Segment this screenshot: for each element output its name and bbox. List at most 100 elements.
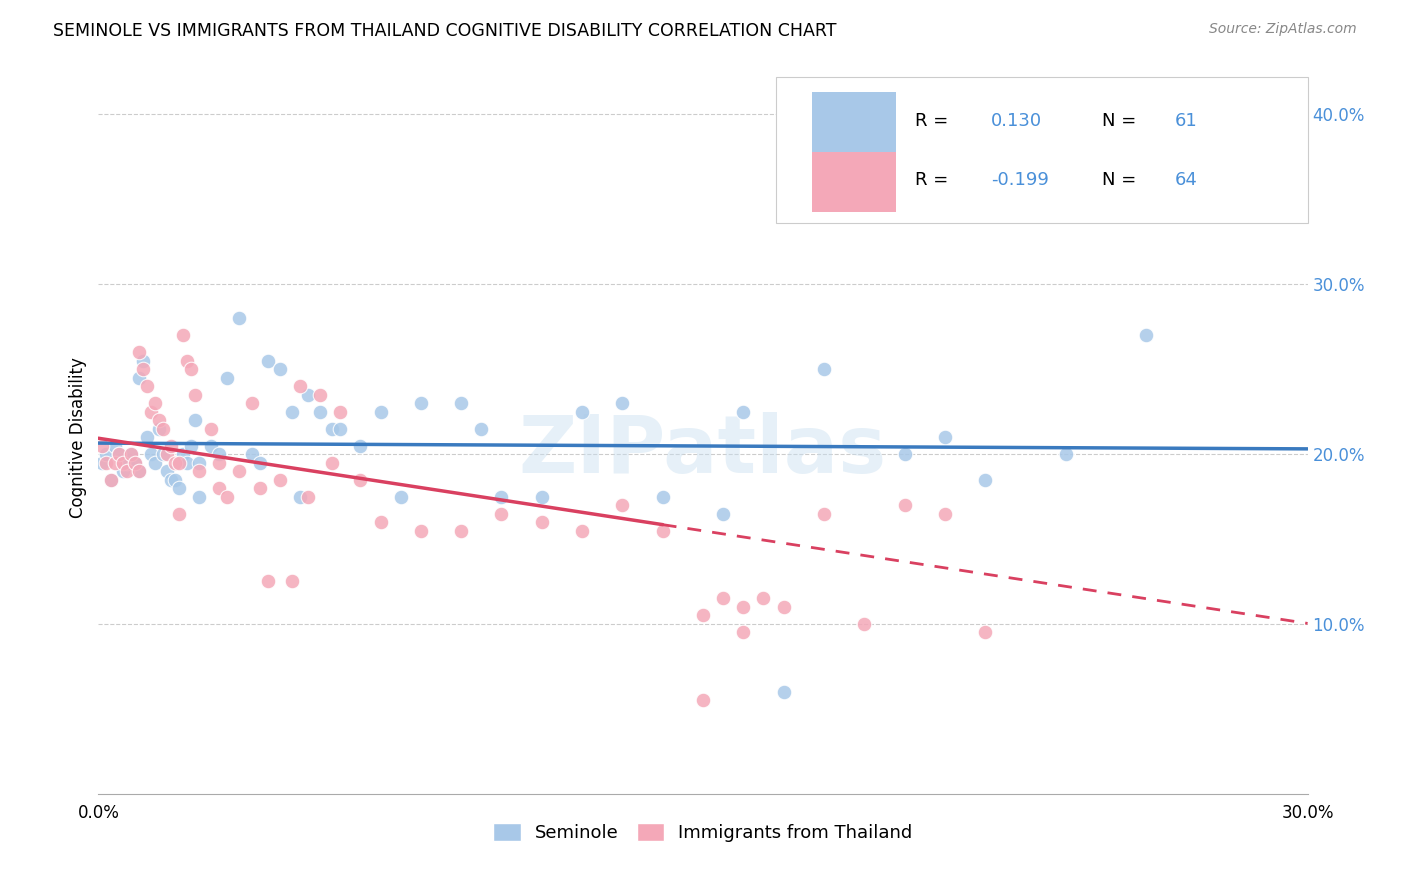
Point (571, 404, 593, 418)
Point (176, 456, 198, 470)
Point (450, 396, 472, 410)
Point (128, 345, 150, 359)
Point (269, 362, 291, 376)
Point (612, 396, 634, 410)
Text: R =: R = (915, 171, 953, 189)
Point (167, 481, 190, 495)
Point (349, 473, 371, 487)
Point (152, 421, 174, 435)
Point (148, 413, 170, 427)
Point (188, 464, 211, 478)
Point (200, 421, 222, 435)
Point (370, 404, 392, 418)
Text: N =: N = (1102, 171, 1142, 189)
Text: ZIPatlas: ZIPatlas (519, 412, 887, 491)
Point (91, 439, 114, 453)
Point (217, 370, 239, 384)
Point (96, 447, 118, 461)
Point (349, 439, 371, 453)
Point (612, 498, 634, 512)
Point (200, 439, 222, 453)
Text: Source: ZipAtlas.com: Source: ZipAtlas.com (1209, 22, 1357, 37)
Point (160, 439, 183, 453)
Point (470, 421, 492, 435)
Point (107, 447, 129, 461)
Point (530, 515, 553, 529)
Point (711, 507, 734, 521)
Point (389, 490, 412, 504)
Point (281, 404, 304, 418)
Point (156, 464, 179, 478)
Point (228, 311, 250, 326)
Point (120, 447, 142, 461)
Point (107, 447, 129, 461)
Point (188, 456, 211, 470)
Point (100, 473, 122, 487)
Point (893, 447, 915, 461)
Point (1135, 328, 1157, 343)
Point (281, 574, 304, 589)
Point (813, 507, 835, 521)
Point (128, 464, 150, 478)
Point (172, 328, 194, 343)
Point (249, 481, 271, 495)
FancyBboxPatch shape (776, 77, 1308, 223)
Point (309, 387, 332, 401)
Point (124, 456, 146, 470)
Text: N =: N = (1102, 112, 1142, 130)
Point (853, 617, 876, 632)
Point (115, 464, 138, 478)
Point (1014, 150, 1036, 164)
Point (329, 421, 352, 435)
Point (208, 481, 231, 495)
Point (139, 447, 162, 461)
Point (135, 430, 157, 444)
Point (143, 456, 166, 470)
Point (1054, 447, 1077, 461)
Point (321, 421, 343, 435)
Point (974, 625, 997, 640)
Point (409, 524, 432, 538)
Point (217, 490, 239, 504)
Point (148, 421, 170, 435)
Point (692, 608, 714, 623)
Point (409, 396, 432, 410)
Point (772, 599, 794, 614)
Point (256, 353, 278, 368)
Point (111, 456, 134, 470)
Text: SEMINOLE VS IMMIGRANTS FROM THAILAND COGNITIVE DISABILITY CORRELATION CHART: SEMINOLE VS IMMIGRANTS FROM THAILAND COG… (53, 22, 837, 40)
Point (208, 456, 231, 470)
Point (139, 404, 162, 418)
Point (184, 413, 207, 427)
Point (370, 515, 392, 529)
Point (752, 591, 775, 606)
Point (711, 591, 734, 606)
Point (180, 362, 202, 376)
Point (96, 456, 118, 470)
Point (128, 370, 150, 384)
Point (152, 447, 174, 461)
Point (120, 447, 142, 461)
Point (297, 490, 319, 504)
Point (188, 490, 211, 504)
Point (228, 464, 250, 478)
Point (208, 447, 231, 461)
Point (974, 473, 997, 487)
Point (156, 447, 179, 461)
Point (651, 524, 673, 538)
Point (288, 490, 311, 504)
Point (184, 387, 207, 401)
Point (813, 362, 835, 376)
Point (163, 456, 186, 470)
Legend: Seminole, Immigrants from Thailand: Seminole, Immigrants from Thailand (486, 815, 920, 849)
Point (269, 473, 291, 487)
Point (180, 439, 202, 453)
Point (733, 599, 755, 614)
Point (893, 498, 915, 512)
Point (309, 404, 332, 418)
Point (240, 447, 263, 461)
Point (772, 685, 794, 699)
Point (172, 447, 194, 461)
Point (934, 507, 956, 521)
Point (91, 456, 114, 470)
